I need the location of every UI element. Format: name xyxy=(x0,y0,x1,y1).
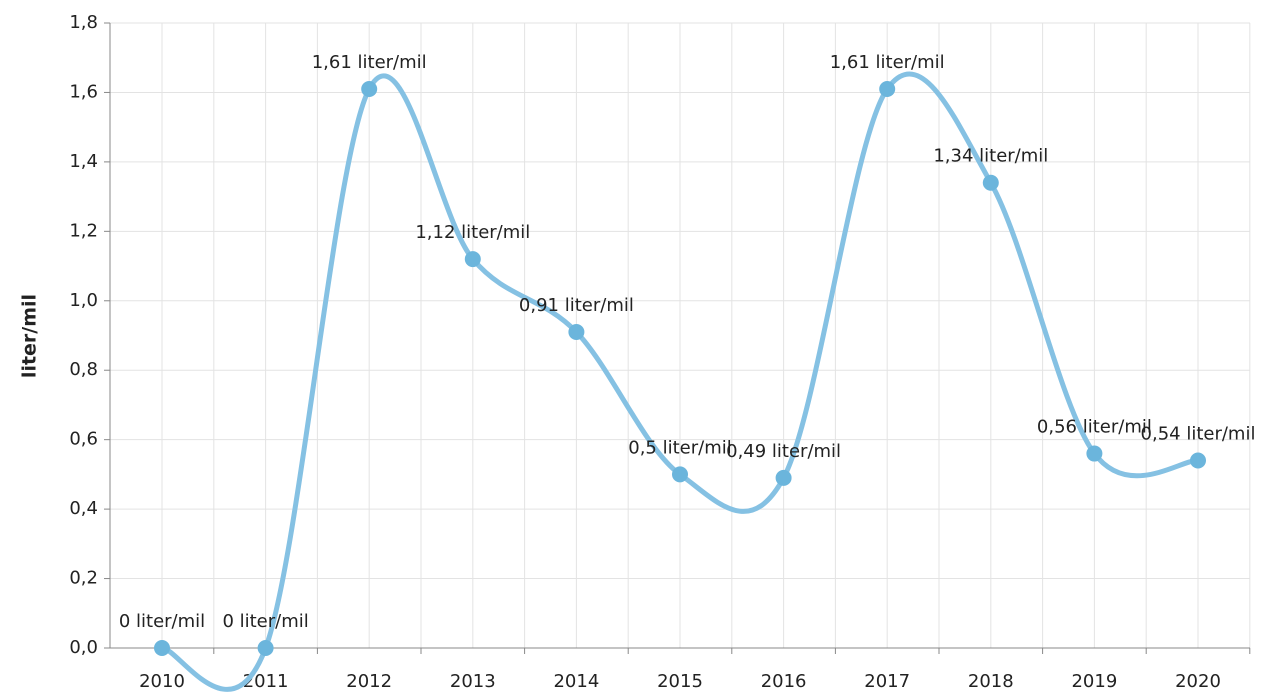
y-tick-label: 1,0 xyxy=(69,290,98,311)
data-label: 0,49 liter/mil xyxy=(726,441,841,462)
data-label: 0 liter/mil xyxy=(222,611,308,632)
y-tick-label: 1,2 xyxy=(69,220,98,241)
y-tick-label: 1,6 xyxy=(69,81,98,102)
y-tick-label: 0,4 xyxy=(69,498,98,519)
y-tick-label: 0,2 xyxy=(69,568,98,589)
x-tick-label: 2014 xyxy=(553,671,599,692)
point xyxy=(568,324,585,341)
point xyxy=(154,640,170,656)
y-axis-label: liter/mil xyxy=(19,294,41,378)
point xyxy=(879,80,896,97)
x-tick-label: 2012 xyxy=(346,671,392,692)
point xyxy=(1086,445,1103,462)
x-tick-label: 2015 xyxy=(657,671,703,692)
data-label: 1,61 liter/mil xyxy=(830,52,945,73)
x-tick-label: 2017 xyxy=(864,671,910,692)
line xyxy=(159,71,1201,692)
y-tick-label: 1,8 xyxy=(69,12,98,33)
y-tick-label: 0,8 xyxy=(69,359,98,380)
data-label: 0,54 liter/mil xyxy=(1141,424,1256,445)
y-tick-label: 1,4 xyxy=(69,151,98,172)
x-tick-label: 2011 xyxy=(243,671,289,692)
x-tick-label: 2019 xyxy=(1071,671,1117,692)
x-tick-label: 2018 xyxy=(968,671,1014,692)
x-tick-label: 2010 xyxy=(139,671,185,692)
data-label: 0 liter/mil xyxy=(119,611,205,632)
point xyxy=(775,469,792,486)
x-tick-label: 2016 xyxy=(761,671,807,692)
x-tick-label: 2020 xyxy=(1175,671,1221,692)
data-label: 1,34 liter/mil xyxy=(933,146,1048,167)
data-label: 0,5 liter/mil xyxy=(628,437,731,458)
y-tick-label: 0,6 xyxy=(69,429,98,450)
point xyxy=(672,466,688,483)
data-label: 0,91 liter/mil xyxy=(519,295,634,316)
data-label: 1,12 liter/mil xyxy=(415,222,530,243)
data-label: 0,56 liter/mil xyxy=(1037,417,1152,438)
point xyxy=(982,174,999,191)
point xyxy=(1190,452,1206,469)
y-tick-label: 0,0 xyxy=(69,637,98,658)
point xyxy=(361,80,378,97)
point xyxy=(257,640,274,656)
data-label: 1,61 liter/mil xyxy=(312,52,427,73)
x-tick-label: 2013 xyxy=(450,671,496,692)
point xyxy=(464,251,481,268)
